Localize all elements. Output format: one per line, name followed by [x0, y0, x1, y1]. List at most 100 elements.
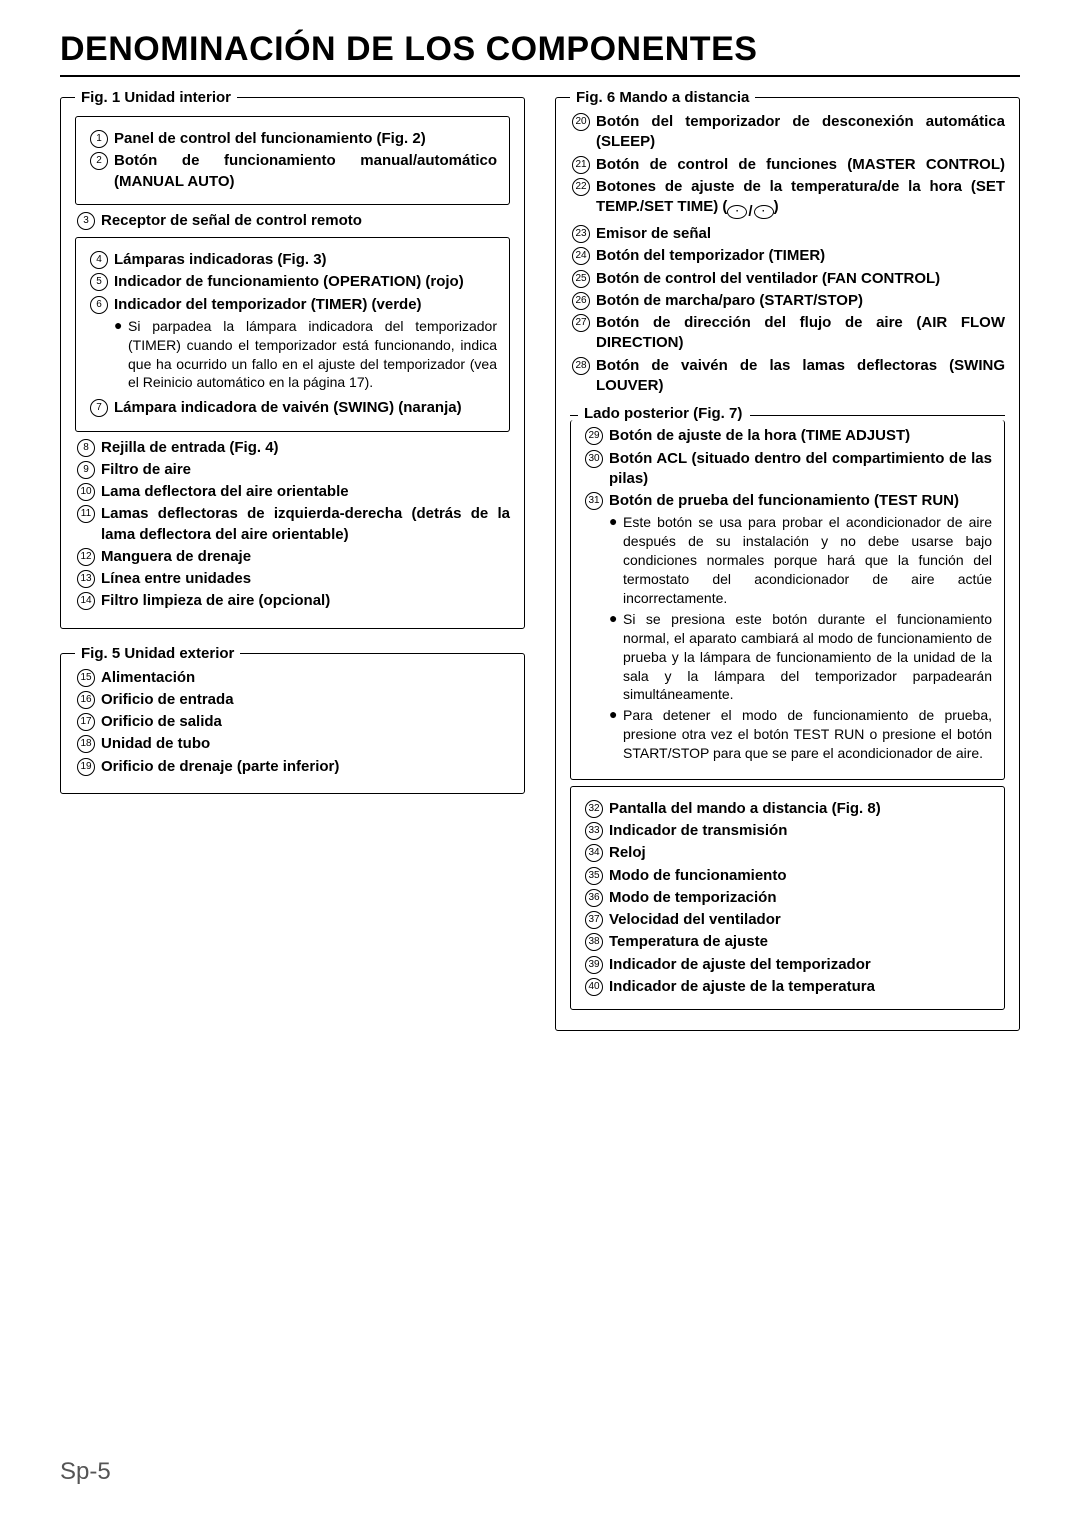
- num-icon: 3: [75, 211, 97, 230]
- num-icon: 6: [88, 295, 110, 314]
- num-icon: 29: [583, 426, 605, 445]
- item-38: 38Temperatura de ajuste: [583, 932, 992, 952]
- item-label: Indicador de ajuste del temporizador: [605, 955, 992, 975]
- num-icon: 5: [88, 272, 110, 291]
- num-icon: 34: [583, 843, 605, 862]
- num-icon: 38: [583, 932, 605, 951]
- num-icon: 30: [583, 449, 605, 468]
- num-icon: 2: [88, 151, 110, 170]
- item-label: Manguera de drenaje: [97, 547, 510, 567]
- item-3: 3 Receptor de señal de control remoto: [75, 211, 510, 231]
- num-icon: 25: [570, 269, 592, 288]
- item-9: 9Filtro de aire: [75, 460, 510, 480]
- bullet-list: ●Si parpadea la lámpara indicadora del t…: [88, 317, 497, 393]
- bullet-text: Si se presiona este botón durante el fun…: [623, 610, 992, 704]
- item-label: Botón de funcionamiento manual/automátic…: [110, 151, 497, 192]
- num-icon: 7: [88, 398, 110, 417]
- item-label: Botón de prueba del funcionamiento (TEST…: [605, 491, 992, 511]
- line-icon: [750, 415, 1005, 416]
- page-number: Sp-5: [60, 1458, 111, 1486]
- num-icon: 13: [75, 569, 97, 588]
- num-icon: 31: [583, 491, 605, 510]
- item-label: Pantalla del mando a distancia (Fig. 8): [605, 799, 992, 819]
- item-14: 14Filtro limpieza de aire (opcional): [75, 591, 510, 611]
- bullet-icon: ●: [609, 513, 623, 530]
- item-label: Indicador de funcionamiento (OPERATION) …: [110, 272, 497, 292]
- bullet-text: Este botón se usa para probar el acondic…: [623, 513, 992, 607]
- item-12: 12Manguera de drenaje: [75, 547, 510, 567]
- item-label-part: Botones de ajuste de la temperatura/de l…: [596, 178, 1005, 215]
- num-icon: 20: [570, 112, 592, 131]
- item-label: Temperatura de ajuste: [605, 932, 992, 952]
- num-icon: 40: [583, 977, 605, 996]
- item-28: 28Botón de vaivén de las lamas deflector…: [570, 356, 1005, 397]
- item-8: 8Rejilla de entrada (Fig. 4): [75, 438, 510, 458]
- item-18: 18Unidad de tubo: [75, 734, 510, 754]
- manual-page: DENOMINACIÓN DE LOS COMPONENTES Fig. 1 U…: [0, 0, 1080, 1526]
- num-icon: 35: [583, 866, 605, 885]
- item-1: 1 Panel de control del funcionamiento (F…: [88, 129, 497, 149]
- num-icon: 11: [75, 504, 97, 523]
- item-label: Botón de ajuste de la hora (TIME ADJUST): [605, 426, 992, 446]
- item-40: 40Indicador de ajuste de la temperatura: [583, 977, 992, 997]
- item-label: Botón de dirección del flujo de aire (AI…: [592, 313, 1005, 354]
- subgroup-fig3: 4 Lámparas indicadoras (Fig. 3) 5 Indica…: [75, 237, 510, 432]
- item-26: 26Botón de marcha/paro (START/STOP): [570, 291, 1005, 311]
- item-39: 39Indicador de ajuste del temporizador: [583, 955, 992, 975]
- bullet: ●Si se presiona este botón durante el fu…: [609, 610, 992, 704]
- title-rule: [60, 75, 1020, 77]
- item-10: 10Lama deflectora del aire orientable: [75, 482, 510, 502]
- group-fig5: Fig. 5 Unidad exterior 15Alimentación 16…: [60, 653, 525, 794]
- item-label: Botón de control de funciones (MASTER CO…: [592, 155, 1005, 175]
- item-27: 27Botón de dirección del flujo de aire (…: [570, 313, 1005, 354]
- item-4: 4 Lámparas indicadoras (Fig. 3): [88, 250, 497, 270]
- item-label: Filtro de aire: [97, 460, 510, 480]
- bullet-icon: ●: [609, 610, 623, 627]
- caption-fig5: Fig. 5 Unidad exterior: [75, 644, 240, 664]
- num-icon: 36: [583, 888, 605, 907]
- line-icon: [570, 415, 578, 416]
- item-label: Botón del temporizador (TIMER): [592, 246, 1005, 266]
- bullet: ●Si parpadea la lámpara indicadora del t…: [114, 317, 497, 393]
- subgroup-fig2: 1 Panel de control del funcionamiento (F…: [75, 116, 510, 205]
- num-icon: 15: [75, 668, 97, 687]
- item-label: Indicador del temporizador (TIMER) (verd…: [110, 295, 497, 315]
- item-25: 25Botón de control del ventilador (FAN C…: [570, 269, 1005, 289]
- item-label: Receptor de señal de control remoto: [97, 211, 510, 231]
- num-icon: 24: [570, 246, 592, 265]
- bullet: ●Para detener el modo de funcionamiento …: [609, 706, 992, 763]
- num-icon: 14: [75, 591, 97, 610]
- item-11: 11Lamas deflectoras de izquierda-derecha…: [75, 504, 510, 545]
- item-label: Modo de temporización: [605, 888, 992, 908]
- item-13: 13Línea entre unidades: [75, 569, 510, 589]
- subgroup-fig8: 32Pantalla del mando a distancia (Fig. 8…: [570, 786, 1005, 1010]
- item-34: 34Reloj: [583, 843, 992, 863]
- item-19: 19Orificio de drenaje (parte inferior): [75, 757, 510, 777]
- item-label: Botón del temporizador de desconexión au…: [592, 112, 1005, 153]
- item-23: 23Emisor de señal: [570, 224, 1005, 244]
- item-35: 35Modo de funcionamiento: [583, 866, 992, 886]
- num-icon: 26: [570, 291, 592, 310]
- bullet-text: Si parpadea la lámpara indicadora del te…: [128, 317, 497, 393]
- num-icon: 18: [75, 734, 97, 753]
- item-label: Lamas deflectoras de izquierda-derecha (…: [97, 504, 510, 545]
- num-icon: 10: [75, 482, 97, 501]
- item-label: Lama deflectora del aire orientable: [97, 482, 510, 502]
- bullet: ●Este botón se usa para probar el acondi…: [609, 513, 992, 607]
- item-31: 31Botón de prueba del funcionamiento (TE…: [583, 491, 992, 511]
- item-2: 2 Botón de funcionamiento manual/automát…: [88, 151, 497, 192]
- item-21: 21Botón de control de funciones (MASTER …: [570, 155, 1005, 175]
- item-label: Lámpara indicadora de vaivén (SWING) (na…: [110, 398, 497, 418]
- item-label: Modo de funcionamiento: [605, 866, 992, 886]
- item-label: Rejilla de entrada (Fig. 4): [97, 438, 510, 458]
- item-22: 22 Botones de ajuste de la temperatura/d…: [570, 177, 1005, 222]
- caption-fig6: Fig. 6 Mando a distancia: [570, 88, 755, 108]
- num-icon: 32: [583, 799, 605, 818]
- minus-icon: ·: [754, 205, 774, 219]
- num-icon: 21: [570, 155, 592, 174]
- item-7: 7 Lámpara indicadora de vaivén (SWING) (…: [88, 398, 497, 418]
- item-label: Emisor de señal: [592, 224, 1005, 244]
- group-fig1: Fig. 1 Unidad interior 1 Panel de contro…: [60, 97, 525, 629]
- item-label: Panel de control del funcionamiento (Fig…: [110, 129, 497, 149]
- item-label: Botones de ajuste de la temperatura/de l…: [592, 177, 1005, 222]
